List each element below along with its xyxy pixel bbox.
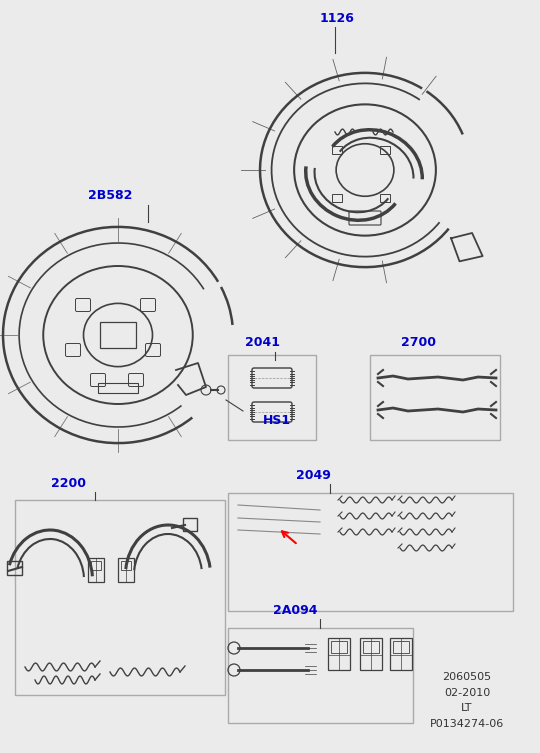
Text: 2B582: 2B582 — [88, 188, 132, 202]
Text: 2200: 2200 — [51, 477, 85, 489]
Bar — [118, 558, 134, 582]
Text: 2A094: 2A094 — [273, 603, 318, 617]
Bar — [370, 355, 500, 440]
Bar — [228, 493, 513, 611]
Text: HS1: HS1 — [263, 413, 291, 426]
Text: 2049: 2049 — [295, 468, 330, 481]
Bar — [332, 194, 342, 202]
Bar — [183, 518, 197, 531]
Bar — [98, 383, 138, 393]
Bar — [328, 638, 350, 670]
Bar — [88, 558, 104, 582]
Text: 2700: 2700 — [401, 336, 435, 349]
Bar — [380, 146, 390, 154]
Bar — [100, 322, 136, 348]
Text: 1126: 1126 — [320, 11, 354, 25]
Bar — [360, 638, 382, 670]
Text: 2060505
02-2010
LT
P0134274-06: 2060505 02-2010 LT P0134274-06 — [430, 672, 504, 729]
Bar — [390, 638, 412, 670]
Bar — [363, 641, 379, 653]
Bar — [332, 146, 342, 154]
Bar — [331, 641, 347, 653]
Bar — [228, 628, 413, 723]
Bar — [121, 561, 131, 570]
Bar — [228, 355, 316, 440]
Bar — [91, 561, 101, 570]
Bar — [15, 500, 225, 695]
Bar — [393, 641, 409, 653]
Bar — [7, 561, 22, 575]
Text: 2041: 2041 — [246, 336, 280, 349]
Bar — [380, 194, 390, 202]
